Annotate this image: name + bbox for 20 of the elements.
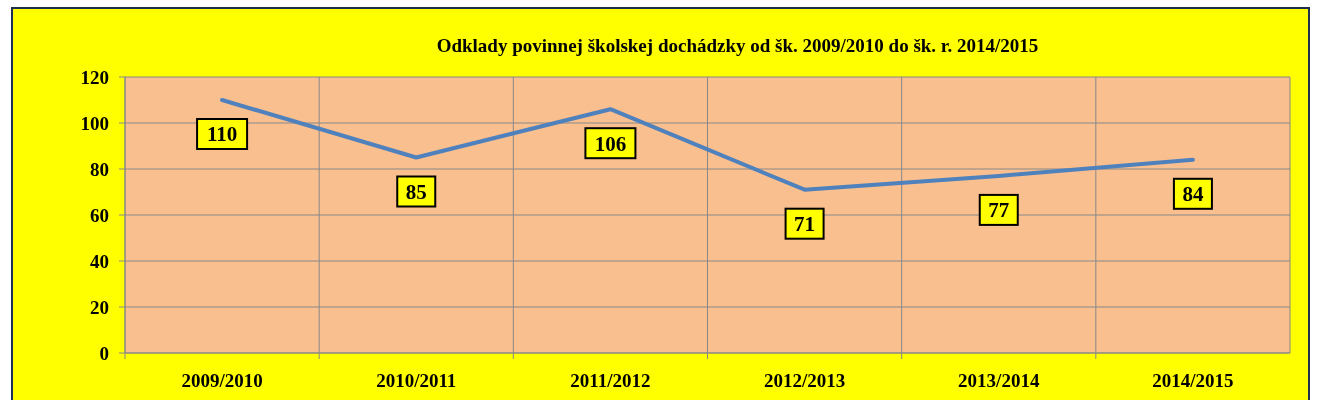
x-tick-label: 2014/2015 — [1152, 369, 1234, 391]
x-tick-label: 2010/2011 — [376, 369, 457, 391]
data-label: 85 — [405, 179, 427, 204]
data-label: 77 — [988, 198, 1010, 223]
data-label: 110 — [206, 122, 238, 147]
chart-title: Odklady povinnej školskej dochádzky od šk. 2009/2010 do šk. r. 2014/2015 — [436, 34, 1039, 56]
x-tick-label: 2011/2012 — [570, 369, 651, 391]
data-label: 106 — [594, 131, 627, 156]
y-tick-label: 120 — [80, 66, 109, 88]
x-tick-label: 2009/2010 — [181, 369, 263, 391]
x-tick-label: 2012/2013 — [763, 369, 846, 391]
y-tick-label: 60 — [90, 204, 109, 226]
y-tick-label: 80 — [90, 158, 109, 180]
y-tick-label: 20 — [90, 296, 109, 318]
y-tick-label: 100 — [80, 112, 109, 134]
y-tick-label: 0 — [99, 342, 109, 364]
x-tick-label: 2013/2014 — [958, 369, 1040, 391]
data-label: 84 — [1182, 182, 1204, 207]
y-tick-label: 40 — [90, 250, 109, 272]
data-label: 71 — [794, 212, 816, 237]
